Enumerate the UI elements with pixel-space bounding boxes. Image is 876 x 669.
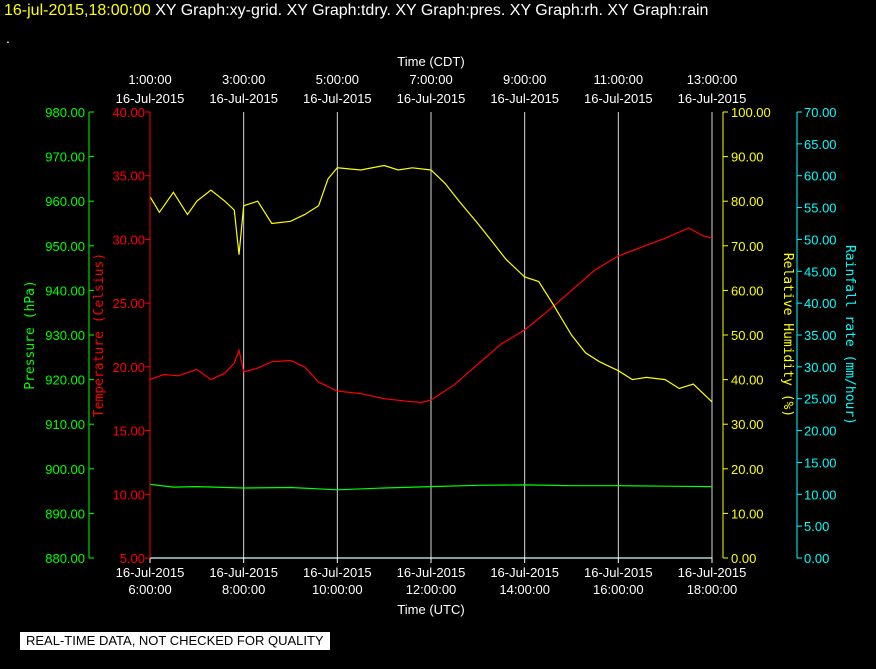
header-graph-rain: XY Graph:rain <box>607 2 709 19</box>
temperature-axis-tick-label: 25.00 <box>112 296 145 311</box>
humidity-axis-tick-label: 50.00 <box>731 328 764 343</box>
pressure-axis-tick-label: 890.00 <box>45 506 85 521</box>
series-line-pres <box>149 483 713 491</box>
temperature-axis-tick-label: 15.00 <box>112 424 145 439</box>
x-bottom-tick-time: 10:00:00 <box>312 582 363 597</box>
pressure-axis-tick-label: 880.00 <box>45 551 85 566</box>
x-top-tick-date: 16-Jul-2015 <box>678 91 747 106</box>
x-top-axis-label: Time (CDT) <box>397 54 464 69</box>
humidity-axis-tick-label: 90.00 <box>731 150 764 165</box>
x-bottom-tick-date: 16-Jul-2015 <box>490 565 559 580</box>
pressure-axis-tick-label: 970.00 <box>45 150 85 165</box>
rain-axis-tick-label: 55.00 <box>804 201 837 216</box>
header-graph-xy-grid: XY Graph:xy-grid. <box>155 2 283 19</box>
x-bottom-tick-time: 6:00:00 <box>128 582 171 597</box>
temperature-axis-tick-label: 5.00 <box>120 551 145 566</box>
rain-axis-tick-label: 15.00 <box>804 455 837 470</box>
rain-axis-tick-label: 35.00 <box>804 328 837 343</box>
humidity-axis-tick-label: 0.00 <box>731 551 756 566</box>
pressure-axis-tick-label: 980.00 <box>45 105 85 120</box>
humidity-axis-tick-label: 40.00 <box>731 373 764 388</box>
temperature-axis-tick-label: 20.00 <box>112 360 145 375</box>
temperature-axis-tick-label: 35.00 <box>112 169 145 184</box>
pressure-axis-tick-label: 940.00 <box>45 283 85 298</box>
x-bottom-tick-date: 16-Jul-2015 <box>678 565 747 580</box>
temperature-axis-title: Temperature (Celsius) <box>92 253 107 417</box>
graph-header: 16-jul-2015,18:00:00 XY Graph:xy-grid. X… <box>4 2 708 20</box>
header-graph-pres: XY Graph:pres. <box>395 2 506 19</box>
pressure-axis-tick-label: 930.00 <box>45 328 85 343</box>
humidity-axis-tick-label: 70.00 <box>731 239 764 254</box>
series-line-rh <box>149 164 713 403</box>
x-bottom-tick-time: 12:00:00 <box>406 582 457 597</box>
x-bottom-tick-time: 8:00:00 <box>222 582 265 597</box>
rain-axis-tick-label: 60.00 <box>804 169 837 184</box>
grid-lines <box>149 112 713 558</box>
rain-axis-tick-label: 20.00 <box>804 424 837 439</box>
x-top-tick-date: 16-Jul-2015 <box>303 91 372 106</box>
rain-axis-tick-label: 45.00 <box>804 264 837 279</box>
pressure-axis-tick-label: 910.00 <box>45 417 85 432</box>
x-top-tick-date: 16-Jul-2015 <box>209 91 278 106</box>
humidity-axis-tick-label: 80.00 <box>731 194 764 209</box>
x-top-tick-date: 16-Jul-2015 <box>584 91 653 106</box>
pressure-axis-tick-label: 900.00 <box>45 462 85 477</box>
temperature-axis-tick-label: 30.00 <box>112 232 145 247</box>
rain-axis-tick-label: 10.00 <box>804 487 837 502</box>
rain-axis-tick-label: 0.00 <box>804 551 829 566</box>
x-bottom-tick-date: 16-Jul-2015 <box>116 565 185 580</box>
x-bottom-tick-date: 16-Jul-2015 <box>209 565 278 580</box>
x-top-tick-date: 16-Jul-2015 <box>116 91 185 106</box>
x-top-tick-date: 16-Jul-2015 <box>397 91 466 106</box>
humidity-axis-tick-label: 100.00 <box>731 105 771 120</box>
axes: 16-Jul-2015 6:00:00 16-Jul-2015 8:00:00 16-J… <box>23 54 857 617</box>
x-top-tick-time: 7:00:00 <box>409 72 452 87</box>
pressure-axis-tick-label: 960.00 <box>45 194 85 209</box>
humidity-axis-title: Relative Humidity (%) <box>780 253 795 417</box>
header-dot: . <box>6 30 10 46</box>
temperature-axis-tick-label: 10.00 <box>112 487 145 502</box>
x-top-tick-date: 16-Jul-2015 <box>490 91 559 106</box>
rain-axis-tick-label: 5.00 <box>804 519 829 534</box>
x-top-tick-time: 3:00:00 <box>222 72 265 87</box>
temperature-axis-tick-label: 40.00 <box>112 105 145 120</box>
x-bottom-tick-date: 16-Jul-2015 <box>397 565 466 580</box>
x-bottom-axis-label: Time (UTC) <box>397 602 464 617</box>
header-graph-rh: XY Graph:rh. <box>509 2 603 19</box>
rain-axis-tick-label: 25.00 <box>804 392 837 407</box>
header-graph-tdry: XY Graph:tdry. <box>286 2 391 19</box>
x-top-tick-time: 13:00:00 <box>687 72 738 87</box>
series-line-tdry <box>149 227 713 404</box>
humidity-axis-tick-label: 20.00 <box>731 462 764 477</box>
humidity-axis-tick-label: 30.00 <box>731 417 764 432</box>
pressure-axis-title: Pressure (hPa) <box>23 280 38 390</box>
x-top-tick-time: 11:00:00 <box>594 72 644 87</box>
pressure-axis-tick-label: 920.00 <box>45 373 85 388</box>
x-top-tick-time: 9:00:00 <box>503 72 546 87</box>
rain-axis-tick-label: 40.00 <box>804 296 837 311</box>
humidity-axis-tick-label: 10.00 <box>731 506 764 521</box>
rain-axis-tick-label: 70.00 <box>804 105 837 120</box>
humidity-axis-tick-label: 60.00 <box>731 283 764 298</box>
pressure-axis-tick-label: 950.00 <box>45 239 85 254</box>
x-bottom-tick-time: 14:00:00 <box>499 582 550 597</box>
rain-axis-tick-label: 30.00 <box>804 360 837 375</box>
x-bottom-tick-date: 16-Jul-2015 <box>303 565 372 580</box>
quality-disclaimer: REAL-TIME DATA, NOT CHECKED FOR QUALITY <box>20 632 330 650</box>
x-bottom-tick-time: 18:00:00 <box>687 582 738 597</box>
x-bottom-tick-date: 16-Jul-2015 <box>584 565 653 580</box>
rain-axis-tick-label: 65.00 <box>804 137 837 152</box>
rain-axis-title: Rainfall rate (mm/hour) <box>842 245 857 425</box>
header-timestamp: 16-jul-2015,18:00:00 <box>4 2 151 19</box>
x-top-tick-time: 1:00:00 <box>128 72 171 87</box>
x-top-tick-time: 5:00:00 <box>316 72 359 87</box>
rain-axis-tick-label: 50.00 <box>804 232 837 247</box>
x-bottom-tick-time: 16:00:00 <box>593 582 644 597</box>
